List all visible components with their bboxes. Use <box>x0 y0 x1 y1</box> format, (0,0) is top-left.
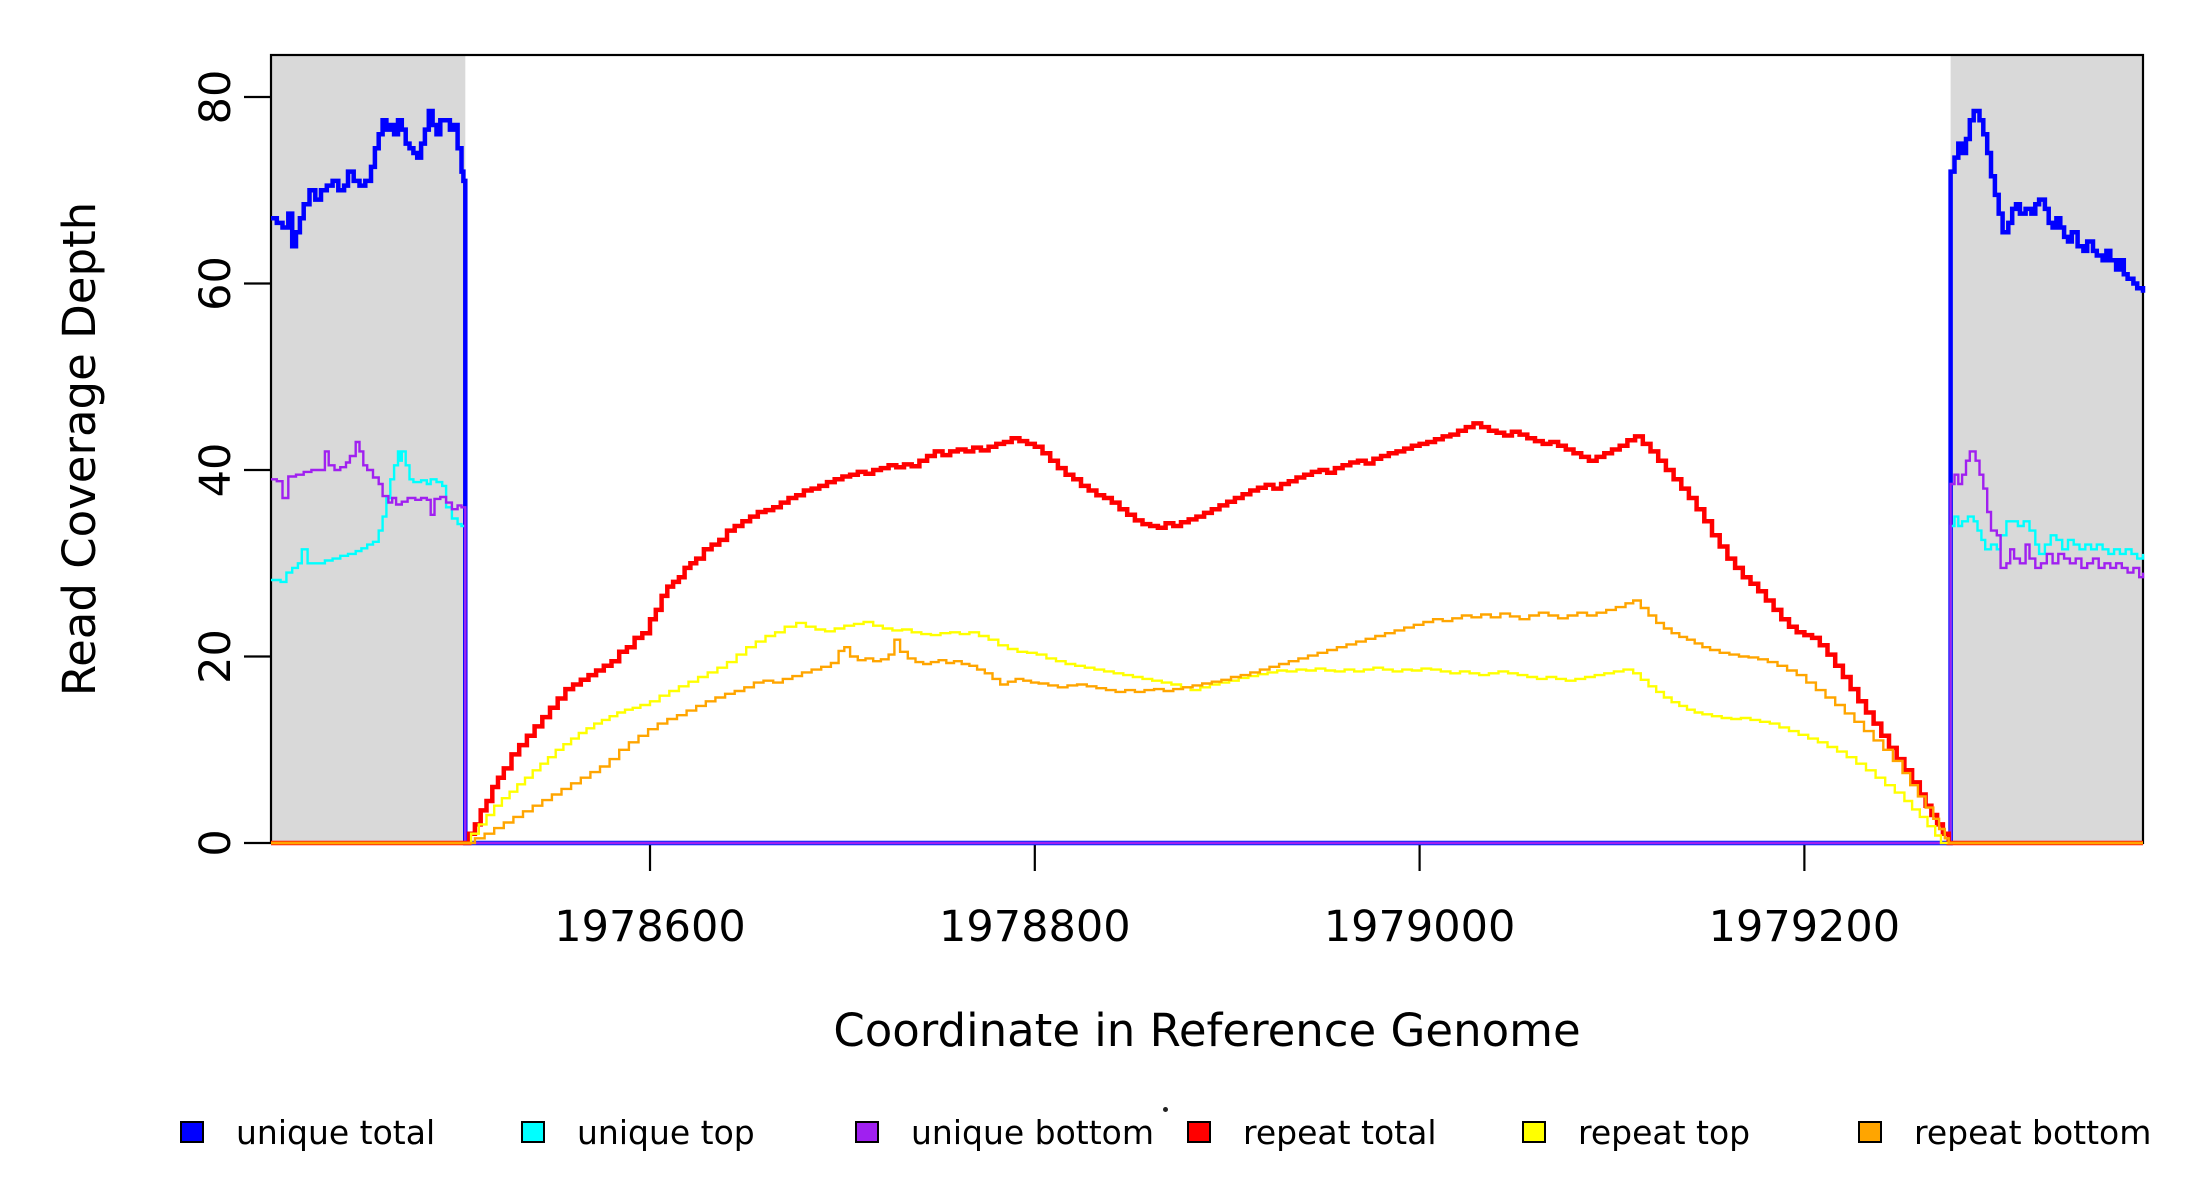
stray-dot-artifact <box>1163 1107 1168 1112</box>
legend-swatch-unique-top <box>521 1121 545 1143</box>
x-tick-label-2: 1979000 <box>1324 902 1516 952</box>
series-unique-top <box>271 450 2145 845</box>
plot-box <box>269 53 2145 845</box>
x-tick-label-3: 1979200 <box>1709 902 1901 952</box>
series-repeat-bottom <box>271 599 2143 845</box>
legend-swatch-repeat-bottom <box>1858 1121 1882 1143</box>
legend-label-unique-bottom: unique bottom <box>911 1112 1155 1152</box>
legend-label-repeat-total: repeat total <box>1243 1112 1437 1152</box>
legend-label-unique-top: unique top <box>577 1112 755 1152</box>
x-axis-title: Coordinate in Reference Genome <box>833 1004 1580 1057</box>
left-flank-unique-region <box>271 56 466 843</box>
series-lines <box>271 108 2146 846</box>
series-repeat-top <box>271 620 2143 845</box>
legend-item-repeat-top: repeat top <box>1522 1108 1750 1156</box>
legend-swatch-unique-total <box>180 1121 204 1143</box>
legend-label-repeat-bottom: repeat bottom <box>1914 1112 2152 1152</box>
legend-label-unique-total: unique total <box>236 1112 436 1152</box>
axes: 1978600 1978800 1979000 1979200 0 20 40 60 80 <box>191 70 1900 952</box>
y-tick-label-0: 0 <box>191 829 241 856</box>
y-tick-label-1: 20 <box>191 629 241 684</box>
y-tick-label-2: 40 <box>191 443 241 498</box>
y-tick-label-4: 80 <box>191 70 241 125</box>
plot-border <box>269 53 2145 845</box>
series-repeat-total <box>271 421 2143 846</box>
legend-item-repeat-total: repeat total <box>1187 1108 1437 1156</box>
y-axis-title: Read Coverage Depth <box>53 202 106 696</box>
series-unique-total <box>271 108 2146 846</box>
x-tick-label-0: 1978600 <box>554 902 746 952</box>
legend-item-unique-top: unique top <box>521 1108 755 1156</box>
series-unique-bottom <box>271 440 2145 845</box>
y-tick-label-3: 60 <box>191 256 241 311</box>
legend-swatch-unique-bottom <box>855 1121 879 1143</box>
shaded-regions <box>271 56 2143 843</box>
legend-item-unique-bottom: unique bottom <box>855 1108 1154 1156</box>
x-tick-label-1: 1978800 <box>939 902 1131 952</box>
legend-item-unique-total: unique total <box>180 1108 435 1156</box>
legend-item-repeat-bottom: repeat bottom <box>1858 1108 2151 1156</box>
right-flank-unique-region <box>1950 56 2143 843</box>
legend-swatch-repeat-top <box>1522 1121 1546 1143</box>
legend-swatch-repeat-total <box>1187 1121 1211 1143</box>
legend-label-repeat-top: repeat top <box>1578 1112 1751 1152</box>
